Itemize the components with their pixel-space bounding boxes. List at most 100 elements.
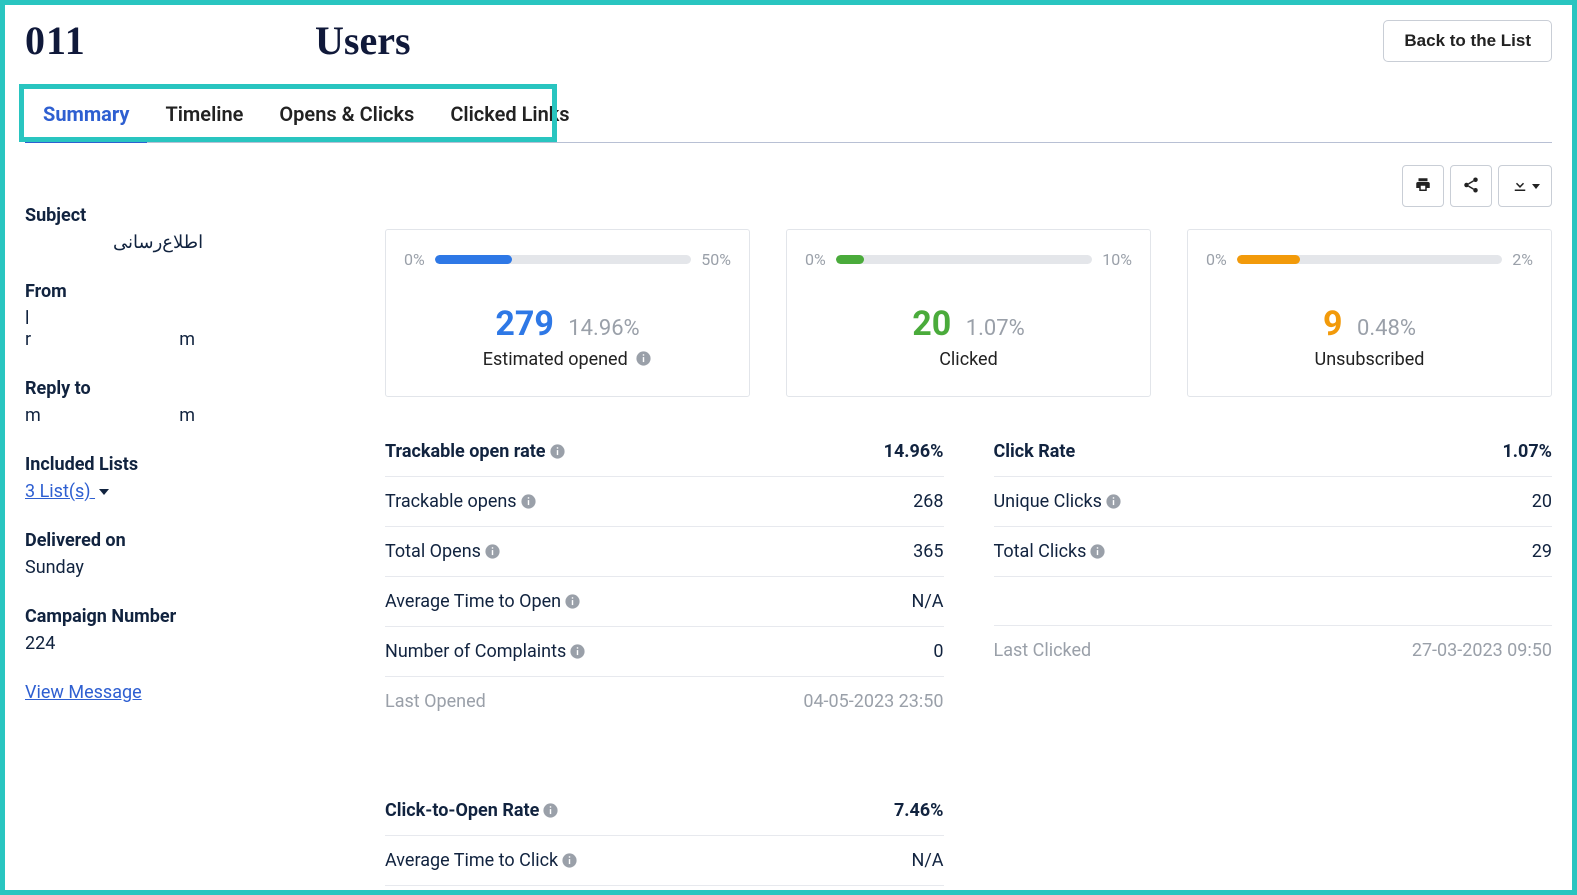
tabs: Summary Timeline Opens & Clicks Clicked … bbox=[25, 92, 1552, 143]
included-lists-link-text: 3 List(s) bbox=[25, 481, 91, 502]
last-clicked-value: 27-03-2023 09:50 bbox=[1412, 640, 1552, 661]
open-stat-value: 365 bbox=[913, 541, 943, 562]
cto-stat-label: Average Time to Click bbox=[385, 850, 558, 871]
open-stat-row: Total Opens 365 bbox=[385, 527, 944, 577]
last-opened-label: Last Opened bbox=[385, 691, 486, 712]
clicked-pct: 1.07% bbox=[966, 316, 1025, 341]
last-opened-value: 04-05-2023 23:50 bbox=[803, 691, 943, 712]
campaign-number-label: Campaign Number bbox=[25, 606, 367, 627]
opened-caption: Estimated opened bbox=[483, 349, 628, 370]
unsub-right: 2% bbox=[1512, 250, 1533, 269]
open-stat-value: 268 bbox=[913, 491, 943, 512]
info-icon[interactable] bbox=[1105, 493, 1122, 510]
unsub-progress bbox=[1237, 255, 1503, 264]
cto-stat-row: Average Time to Click N/A bbox=[385, 836, 944, 886]
tab-opens-clicks[interactable]: Opens & Clicks bbox=[261, 92, 432, 143]
cto-header-value: 7.46% bbox=[894, 800, 944, 821]
delivered-on-value: Sunday bbox=[25, 557, 367, 578]
info-icon[interactable] bbox=[569, 643, 586, 660]
open-stat-value: N/A bbox=[911, 591, 943, 612]
tab-summary[interactable]: Summary bbox=[25, 92, 147, 143]
opened-progress bbox=[435, 255, 692, 264]
chevron-down-icon bbox=[99, 489, 109, 495]
open-stat-row: Trackable opens 268 bbox=[385, 477, 944, 527]
opened-number: 279 bbox=[495, 304, 554, 344]
included-lists-link[interactable]: 3 List(s) bbox=[25, 481, 109, 502]
card-unsubscribed: 0% 2% 9 0.48% Unsubscribed bbox=[1187, 229, 1552, 397]
replyto-left: m bbox=[25, 405, 41, 426]
info-icon[interactable] bbox=[561, 852, 578, 869]
delivered-on-label: Delivered on bbox=[25, 530, 367, 551]
cto-stat-value: N/A bbox=[911, 850, 943, 871]
click-stat-label: Total Clicks bbox=[994, 541, 1087, 562]
campaign-number-value: 224 bbox=[25, 633, 367, 654]
chevron-down-icon bbox=[1532, 184, 1540, 189]
click-stat-row: Unique Clicks 20 bbox=[994, 477, 1553, 527]
info-icon[interactable] bbox=[564, 593, 581, 610]
clicked-left: 0% bbox=[805, 250, 826, 269]
info-icon[interactable] bbox=[1089, 543, 1106, 560]
open-stat-label: Average Time to Open bbox=[385, 591, 561, 612]
clicked-right: 10% bbox=[1102, 250, 1132, 269]
opened-right: 50% bbox=[701, 250, 731, 269]
click-stat-value: 20 bbox=[1532, 491, 1552, 512]
from-label: From bbox=[25, 281, 367, 302]
clicked-caption: Clicked bbox=[939, 349, 998, 370]
tab-timeline[interactable]: Timeline bbox=[147, 92, 261, 143]
opened-left: 0% bbox=[404, 250, 425, 269]
subject-label: Subject bbox=[25, 205, 367, 226]
page-title: Users bbox=[315, 17, 1383, 64]
tab-clicked-links[interactable]: Clicked Links bbox=[432, 92, 587, 143]
open-stat-row: Number of Complaints 0 bbox=[385, 627, 944, 677]
share-button[interactable] bbox=[1450, 165, 1492, 207]
page-number: 011 bbox=[25, 17, 315, 64]
unsub-number: 9 bbox=[1323, 304, 1343, 344]
click-stat-row: Total Clicks 29 bbox=[994, 527, 1553, 577]
from-line2-right: m bbox=[179, 329, 195, 350]
last-clicked-label: Last Clicked bbox=[994, 640, 1092, 661]
open-stats-header-value: 14.96% bbox=[884, 441, 944, 462]
info-icon[interactable] bbox=[484, 543, 501, 560]
opened-progress-fill bbox=[435, 255, 512, 264]
replyto-label: Reply to bbox=[25, 378, 367, 399]
replyto-right: m bbox=[179, 405, 195, 426]
unsub-pct: 0.48% bbox=[1357, 316, 1416, 341]
click-stats-header-value: 1.07% bbox=[1502, 441, 1552, 462]
unsub-left: 0% bbox=[1206, 250, 1227, 269]
card-clicked: 0% 10% 20 1.07% Clicked bbox=[786, 229, 1151, 397]
download-button[interactable] bbox=[1498, 165, 1552, 207]
clicked-progress bbox=[836, 255, 1093, 264]
unsub-caption: Unsubscribed bbox=[1315, 349, 1425, 370]
click-stats: Click Rate 1.07% Unique Clicks 20 Total Cl… bbox=[994, 427, 1553, 886]
info-icon[interactable] bbox=[635, 350, 652, 367]
open-stat-label: Number of Complaints bbox=[385, 641, 566, 662]
back-to-list-button[interactable]: Back to the List bbox=[1383, 20, 1552, 62]
open-stat-row: Average Time to Open N/A bbox=[385, 577, 944, 627]
cto-header-label: Click-to-Open Rate bbox=[385, 800, 539, 821]
open-stat-label: Total Opens bbox=[385, 541, 481, 562]
open-stat-value: 0 bbox=[933, 641, 943, 662]
click-stats-header-label: Click Rate bbox=[994, 441, 1076, 462]
card-opened: 0% 50% 279 14.96% Estimated opened bbox=[385, 229, 750, 397]
click-stat-label: Unique Clicks bbox=[994, 491, 1102, 512]
open-stats-header-label: Trackable open rate bbox=[385, 441, 546, 462]
view-message-link[interactable]: View Message bbox=[25, 682, 142, 703]
print-icon bbox=[1414, 176, 1432, 197]
open-stat-label: Trackable opens bbox=[385, 491, 517, 512]
from-line1: l bbox=[25, 308, 367, 329]
share-icon bbox=[1462, 176, 1480, 197]
unsub-progress-fill bbox=[1237, 255, 1301, 264]
print-button[interactable] bbox=[1402, 165, 1444, 207]
clicked-progress-fill bbox=[836, 255, 864, 264]
from-line2-left: r bbox=[25, 329, 31, 350]
click-stat-value: 29 bbox=[1532, 541, 1552, 562]
opened-pct: 14.96% bbox=[568, 316, 639, 341]
info-icon[interactable] bbox=[549, 443, 566, 460]
info-icon[interactable] bbox=[520, 493, 537, 510]
info-icon[interactable] bbox=[542, 802, 559, 819]
subject-value: اطلاع‌رسانی bbox=[25, 232, 367, 253]
download-icon bbox=[1511, 176, 1529, 197]
sidebar: Subject اطلاع‌رسانی From l r m Reply to … bbox=[25, 165, 385, 886]
open-stats: Trackable open rate 14.96% Trackable ope… bbox=[385, 427, 944, 886]
included-lists-label: Included Lists bbox=[25, 454, 367, 475]
